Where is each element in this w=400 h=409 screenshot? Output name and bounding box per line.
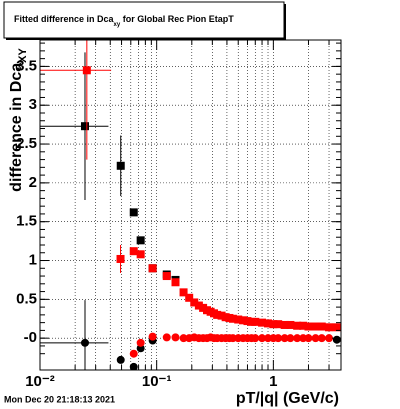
point <box>258 334 267 343</box>
point <box>332 323 341 332</box>
point <box>325 323 334 332</box>
y-tick-label: 0.5 <box>16 290 37 307</box>
point <box>274 334 283 343</box>
point <box>116 355 125 364</box>
marks <box>40 40 341 370</box>
point <box>136 338 145 347</box>
point <box>251 317 260 326</box>
point <box>228 314 237 323</box>
point <box>148 264 157 273</box>
point <box>129 349 138 358</box>
point <box>317 322 326 331</box>
point <box>80 338 89 347</box>
point <box>286 334 295 343</box>
point <box>234 315 243 324</box>
point <box>311 334 320 343</box>
y-tick-label: 3.5 <box>16 57 37 74</box>
point <box>317 334 326 343</box>
ylabel-sub: XY <box>17 48 29 63</box>
y-tick-label: 1.5 <box>16 213 37 230</box>
point <box>179 334 188 343</box>
point <box>129 208 138 217</box>
point <box>269 320 278 329</box>
point <box>304 334 313 343</box>
point <box>311 322 320 331</box>
point <box>136 236 145 245</box>
point <box>239 316 248 325</box>
point <box>136 250 145 259</box>
point <box>299 321 308 330</box>
point <box>274 320 283 329</box>
point <box>190 298 199 307</box>
title-sub: xy <box>114 22 121 28</box>
x-tick-label: 1 <box>269 373 277 390</box>
point <box>293 334 302 343</box>
point <box>148 332 157 341</box>
point <box>332 335 341 344</box>
point <box>280 334 289 343</box>
point <box>162 272 171 281</box>
point <box>82 66 91 75</box>
point <box>194 301 203 310</box>
title-rest: for Global Rec Pion EtapT <box>120 14 234 24</box>
y-tick-label: 1 <box>29 251 37 268</box>
point <box>179 288 188 297</box>
point <box>171 278 180 287</box>
title-main: Fitted difference in Dca <box>14 14 115 24</box>
x-tick-label: 10⁻¹ <box>142 373 172 390</box>
point <box>264 319 273 328</box>
x-axis-label: pT/|q| (GeV/c) <box>236 390 339 407</box>
point <box>304 322 313 331</box>
point <box>251 334 260 343</box>
frame <box>39 39 342 371</box>
point <box>325 334 334 343</box>
point <box>280 320 289 329</box>
title-box <box>3 1 285 39</box>
point <box>217 311 226 320</box>
ylabel-main: difference in Dca <box>8 63 25 192</box>
point <box>129 247 138 256</box>
point <box>243 317 252 326</box>
y-tick-label: -0 <box>24 329 37 346</box>
footer: Mon Dec 20 21:18:13 2021 <box>4 394 115 404</box>
axes: 10⁻² 10⁻¹ 1 -0 0.5 1 1.5 2 2.5 3 3.5 <box>16 40 341 390</box>
point <box>116 254 125 263</box>
y-tick-label: 2.5 <box>16 135 37 152</box>
point <box>171 333 180 342</box>
y-axis-label: difference in DcaXY <box>8 48 29 192</box>
x-tick-label: 10⁻² <box>25 373 55 390</box>
y-tick-label: 2 <box>29 174 37 191</box>
point <box>258 318 267 327</box>
point <box>213 310 222 319</box>
point <box>293 321 302 330</box>
point <box>129 362 138 370</box>
point <box>185 293 194 302</box>
point <box>116 161 125 170</box>
point <box>80 122 89 131</box>
point <box>286 320 295 329</box>
point <box>162 333 171 342</box>
y-tick-label: 3 <box>29 96 37 113</box>
chart-title: Fitted difference in Dcaxy for Global Re… <box>14 14 234 27</box>
